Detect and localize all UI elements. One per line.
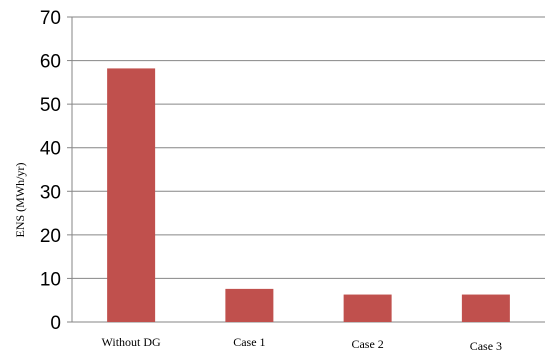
x-category-label: Case 3 — [470, 339, 502, 353]
x-category-label: Case 2 — [351, 337, 383, 351]
y-tick-label: 40 — [40, 139, 61, 160]
y-tick-label: 50 — [40, 95, 61, 116]
y-tick-label: 70 — [40, 8, 61, 29]
y-tick-label: 10 — [40, 269, 61, 290]
y-tick-label: 60 — [40, 52, 61, 73]
y-tick-label: 0 — [50, 313, 61, 334]
x-category-label: Case 1 — [233, 335, 265, 349]
bars — [107, 68, 510, 323]
bar-case-1 — [225, 288, 274, 322]
bar-case-3 — [461, 294, 510, 322]
y-axis-label: ENS (MWh/yr) — [13, 163, 27, 238]
y-axis-ticks: 0 10 20 30 40 50 60 70 — [40, 8, 72, 334]
y-tick-label: 30 — [40, 182, 61, 203]
x-category-label: Without DG — [102, 335, 162, 349]
bar-without-dg — [107, 68, 156, 323]
y-tick-label: 20 — [40, 226, 61, 247]
bar-case-2 — [343, 294, 392, 322]
x-axis-categories: Without DG Case 1 Case 2 Case 3 — [102, 335, 503, 353]
